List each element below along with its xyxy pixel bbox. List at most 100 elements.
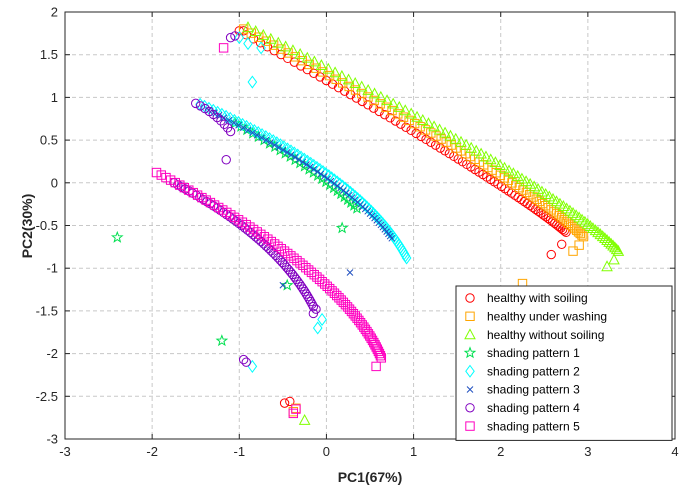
- data-point: [610, 243, 623, 255]
- data-point: [248, 224, 259, 235]
- data-point: [275, 144, 283, 151]
- data-point: [357, 196, 368, 210]
- data-point: [572, 225, 582, 235]
- data-point: [574, 240, 584, 250]
- data-point: [225, 32, 236, 43]
- data-point: [346, 269, 354, 276]
- legend-label: shading pattern 4: [487, 401, 580, 415]
- legend-marker: [466, 386, 474, 393]
- x-tick-label: 4: [671, 444, 678, 459]
- data-point: [271, 141, 278, 149]
- data-point: [375, 99, 385, 109]
- data-point: [570, 209, 582, 221]
- data-point: [295, 279, 305, 289]
- data-point: [326, 171, 337, 185]
- data-point: [262, 136, 270, 144]
- data-point: [455, 135, 467, 147]
- data-point: [247, 75, 258, 89]
- x-tick-label: 1: [410, 444, 417, 459]
- data-point: [255, 38, 266, 48]
- data-point: [589, 224, 602, 236]
- data-point: [393, 100, 406, 112]
- data-point: [301, 51, 314, 63]
- data-point: [612, 244, 625, 256]
- data-point: [299, 158, 307, 166]
- data-point: [411, 110, 423, 122]
- data-point: [110, 230, 124, 243]
- data-point: [449, 132, 462, 144]
- data-point: [428, 120, 440, 132]
- data-point: [460, 138, 472, 150]
- data-point: [309, 158, 319, 172]
- data-point: [416, 113, 429, 125]
- data-point: [480, 150, 492, 162]
- data-point: [564, 204, 576, 216]
- data-point: [599, 232, 611, 244]
- data-point: [276, 244, 286, 254]
- data-point: [511, 169, 524, 181]
- data-point: [324, 175, 331, 183]
- data-point: [475, 147, 487, 159]
- data-point: [287, 44, 299, 56]
- data-point: [279, 146, 287, 154]
- axis-ticks: -3 -2 -1 0 1 2 3 4 -3 -2.5 -2 -1.5 -1 -0.5 0 0.5 1 1.5 2: [36, 5, 679, 460]
- data-point: [435, 143, 445, 153]
- data-point: [225, 126, 236, 137]
- x-axis-label: PC1(67%): [338, 469, 403, 485]
- data-point: [310, 165, 318, 173]
- data-point: [446, 140, 456, 150]
- legend-label: shading pattern 3: [487, 383, 580, 397]
- x-tick-label: -2: [146, 444, 158, 459]
- data-point: [333, 182, 341, 190]
- data-point: [608, 253, 620, 265]
- data-point: [279, 40, 292, 52]
- data-point: [348, 187, 358, 201]
- data-point: [381, 94, 393, 106]
- data-point: [355, 194, 365, 208]
- legend-label: shading pattern 1: [487, 346, 580, 360]
- legend-item: healthy without soiling: [464, 328, 604, 342]
- series-2: [238, 24, 589, 417]
- data-point: [375, 351, 386, 361]
- data-point: [368, 87, 381, 99]
- data-point: [387, 105, 397, 116]
- data-point: [313, 168, 321, 175]
- data-point: [242, 225, 253, 235]
- data-point: [323, 169, 334, 183]
- data-point: [289, 146, 300, 160]
- data-point: [262, 42, 273, 52]
- data-point: [216, 116, 226, 126]
- data-point: [439, 126, 451, 138]
- legend-item: shading pattern 1: [463, 346, 580, 360]
- y-tick-label: 0: [51, 175, 58, 190]
- data-point: [294, 47, 307, 59]
- series-3: [242, 21, 625, 425]
- data-point: [304, 294, 314, 304]
- y-tick-label: -3: [46, 432, 58, 447]
- y-tick-label: 0.5: [40, 133, 58, 148]
- data-point: [342, 73, 355, 85]
- data-point: [433, 123, 446, 135]
- data-point: [484, 153, 497, 165]
- legend-marker: [463, 346, 477, 359]
- data-point: [430, 140, 441, 150]
- data-point: [381, 102, 391, 112]
- data-point: [601, 260, 613, 272]
- data-point: [264, 32, 277, 44]
- data-point: [422, 117, 435, 129]
- legend-item: shading pattern 4: [465, 401, 580, 415]
- data-point: [293, 277, 303, 287]
- legend-box: [455, 285, 673, 441]
- series-8: [151, 43, 387, 419]
- data-point: [601, 233, 613, 245]
- data-point: [587, 222, 599, 234]
- data-point: [444, 129, 457, 141]
- data-point: [363, 92, 373, 102]
- data-point: [239, 124, 247, 132]
- data-point: [212, 203, 222, 213]
- legend: healthy with soiling healthy under washin…: [455, 285, 673, 441]
- data-point: [355, 80, 368, 92]
- data-point: [503, 164, 515, 176]
- data-point: [256, 41, 266, 55]
- data-point: [273, 241, 283, 252]
